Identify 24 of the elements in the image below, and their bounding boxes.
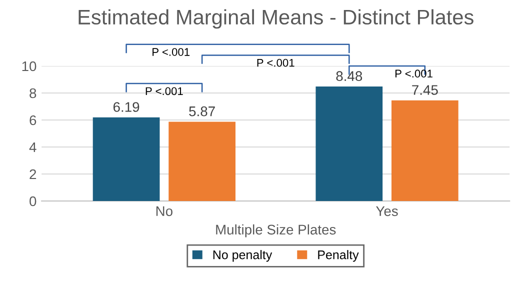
data-label: 5.87 xyxy=(189,106,215,116)
annotation: P <.001 xyxy=(257,58,294,67)
x-axis-title: Multiple Size Plates xyxy=(216,224,336,238)
legend-label: No penalty xyxy=(213,250,272,262)
y-tick-label: 2 xyxy=(30,169,36,180)
bar xyxy=(92,117,160,201)
y-tick-label: 10 xyxy=(22,61,36,72)
chart-title: Estimated Marginal Means - Distinct Plates xyxy=(78,9,474,29)
y-tick-label: 8 xyxy=(30,88,36,98)
bar xyxy=(391,100,458,201)
data-label: 8.48 xyxy=(336,71,362,81)
bar xyxy=(168,122,236,201)
x-tick-label: No xyxy=(156,206,172,216)
text: P <.001 xyxy=(152,48,190,56)
annotation: P <.001 xyxy=(395,70,432,78)
y-tick-label: 4 xyxy=(29,142,36,152)
legend-label: Penalty xyxy=(318,250,359,262)
y-tick-label: 0 xyxy=(30,196,36,206)
data-label: 6.19 xyxy=(113,102,140,112)
y-tick-label: 6 xyxy=(30,115,36,126)
annotation: P <.001 xyxy=(146,87,183,96)
bar xyxy=(316,86,383,201)
data-label: 7.45 xyxy=(412,85,438,95)
x-tick-label: Yes xyxy=(376,206,398,216)
